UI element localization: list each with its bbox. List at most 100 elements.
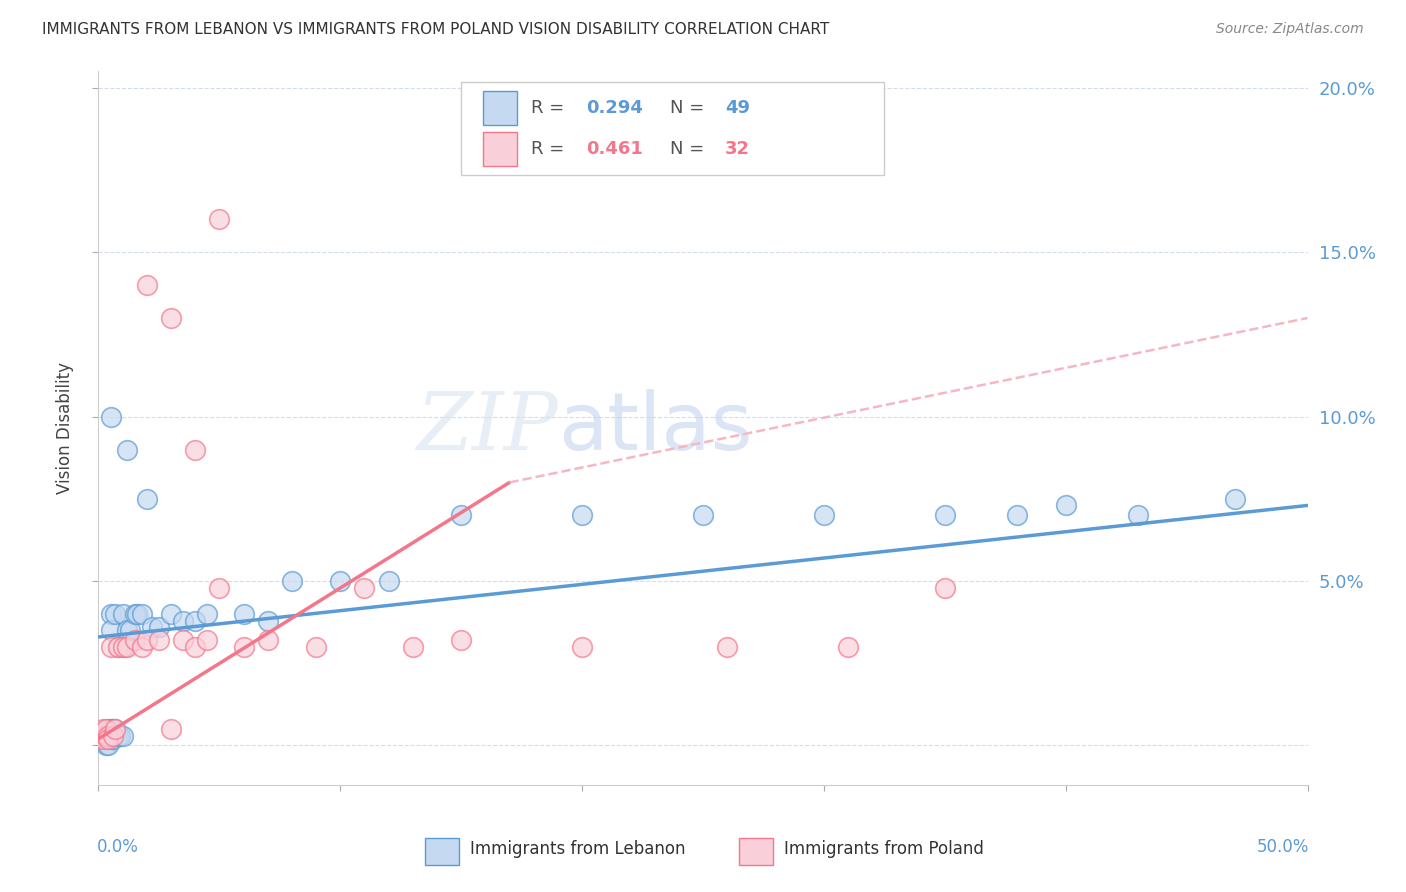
Point bbox=[94, 722, 117, 736]
Point bbox=[100, 731, 122, 746]
Point bbox=[256, 633, 278, 648]
Point bbox=[91, 731, 114, 746]
Point bbox=[91, 731, 114, 746]
Point bbox=[1223, 491, 1246, 506]
Point bbox=[172, 614, 194, 628]
Point bbox=[195, 607, 218, 621]
FancyBboxPatch shape bbox=[425, 838, 458, 865]
Point bbox=[107, 729, 129, 743]
Point bbox=[90, 729, 112, 743]
Point bbox=[101, 722, 124, 736]
Point bbox=[111, 640, 134, 654]
Point bbox=[114, 640, 136, 654]
Point bbox=[104, 722, 127, 736]
Text: 0.0%: 0.0% bbox=[97, 838, 139, 856]
Point bbox=[117, 640, 139, 654]
Point bbox=[184, 640, 207, 654]
Point bbox=[135, 491, 157, 506]
Point bbox=[90, 725, 112, 739]
Point bbox=[107, 640, 129, 654]
Point bbox=[195, 633, 218, 648]
Point bbox=[118, 624, 141, 638]
Point bbox=[172, 633, 194, 648]
Point bbox=[97, 722, 120, 736]
Point bbox=[1054, 499, 1077, 513]
Point bbox=[450, 633, 472, 648]
Point bbox=[571, 508, 593, 523]
Text: R =: R = bbox=[531, 140, 571, 158]
Point bbox=[208, 212, 231, 227]
Point bbox=[135, 633, 157, 648]
Point bbox=[100, 624, 122, 638]
Point bbox=[571, 640, 593, 654]
Point bbox=[131, 607, 153, 621]
Point bbox=[141, 620, 163, 634]
FancyBboxPatch shape bbox=[740, 838, 773, 865]
Point bbox=[184, 614, 207, 628]
FancyBboxPatch shape bbox=[482, 132, 517, 166]
Point bbox=[94, 729, 117, 743]
Point bbox=[94, 731, 117, 746]
Text: N =: N = bbox=[671, 99, 710, 117]
Point bbox=[402, 640, 425, 654]
Point bbox=[1128, 508, 1150, 523]
Point bbox=[108, 729, 131, 743]
Point bbox=[135, 278, 157, 293]
Point bbox=[208, 581, 231, 595]
Point bbox=[100, 640, 122, 654]
Point bbox=[91, 725, 114, 739]
Point bbox=[1007, 508, 1029, 523]
Point bbox=[232, 640, 254, 654]
Point bbox=[256, 614, 278, 628]
Point bbox=[97, 739, 120, 753]
Point bbox=[716, 640, 738, 654]
Point bbox=[160, 310, 183, 325]
Point bbox=[329, 574, 352, 588]
Point bbox=[305, 640, 328, 654]
Point bbox=[111, 607, 134, 621]
FancyBboxPatch shape bbox=[482, 91, 517, 125]
Point bbox=[100, 409, 122, 424]
Point bbox=[353, 581, 375, 595]
Point bbox=[160, 722, 183, 736]
Point bbox=[377, 574, 399, 588]
Point bbox=[101, 731, 124, 746]
Point bbox=[94, 739, 117, 753]
Point bbox=[124, 633, 146, 648]
Point bbox=[148, 633, 170, 648]
Point bbox=[94, 725, 117, 739]
Text: 50.0%: 50.0% bbox=[1257, 838, 1309, 856]
Point bbox=[450, 508, 472, 523]
Point bbox=[160, 607, 183, 621]
Point bbox=[934, 581, 956, 595]
Text: ZIP: ZIP bbox=[416, 390, 558, 467]
Text: R =: R = bbox=[531, 99, 571, 117]
Point bbox=[90, 731, 112, 746]
Point bbox=[117, 442, 139, 457]
Point bbox=[97, 729, 120, 743]
Text: Immigrants from Lebanon: Immigrants from Lebanon bbox=[470, 840, 685, 858]
Text: Immigrants from Poland: Immigrants from Poland bbox=[785, 840, 984, 858]
Point bbox=[934, 508, 956, 523]
Y-axis label: Vision Disability: Vision Disability bbox=[56, 362, 75, 494]
Point bbox=[111, 729, 134, 743]
Text: N =: N = bbox=[671, 140, 710, 158]
Point bbox=[101, 729, 124, 743]
Point bbox=[104, 607, 127, 621]
Point bbox=[813, 508, 835, 523]
Point bbox=[692, 508, 714, 523]
Point bbox=[124, 607, 146, 621]
Point bbox=[97, 731, 120, 746]
Point bbox=[837, 640, 859, 654]
Text: 32: 32 bbox=[724, 140, 749, 158]
Point bbox=[91, 722, 114, 736]
FancyBboxPatch shape bbox=[461, 82, 884, 175]
Text: IMMIGRANTS FROM LEBANON VS IMMIGRANTS FROM POLAND VISION DISABILITY CORRELATION : IMMIGRANTS FROM LEBANON VS IMMIGRANTS FR… bbox=[42, 22, 830, 37]
Text: Source: ZipAtlas.com: Source: ZipAtlas.com bbox=[1216, 22, 1364, 37]
Point bbox=[232, 607, 254, 621]
Point bbox=[100, 607, 122, 621]
Text: atlas: atlas bbox=[558, 389, 752, 467]
Point bbox=[281, 574, 304, 588]
Point bbox=[100, 722, 122, 736]
Text: 0.294: 0.294 bbox=[586, 99, 643, 117]
